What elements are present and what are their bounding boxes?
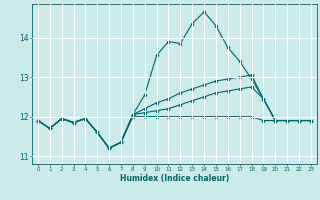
X-axis label: Humidex (Indice chaleur): Humidex (Indice chaleur): [120, 174, 229, 183]
